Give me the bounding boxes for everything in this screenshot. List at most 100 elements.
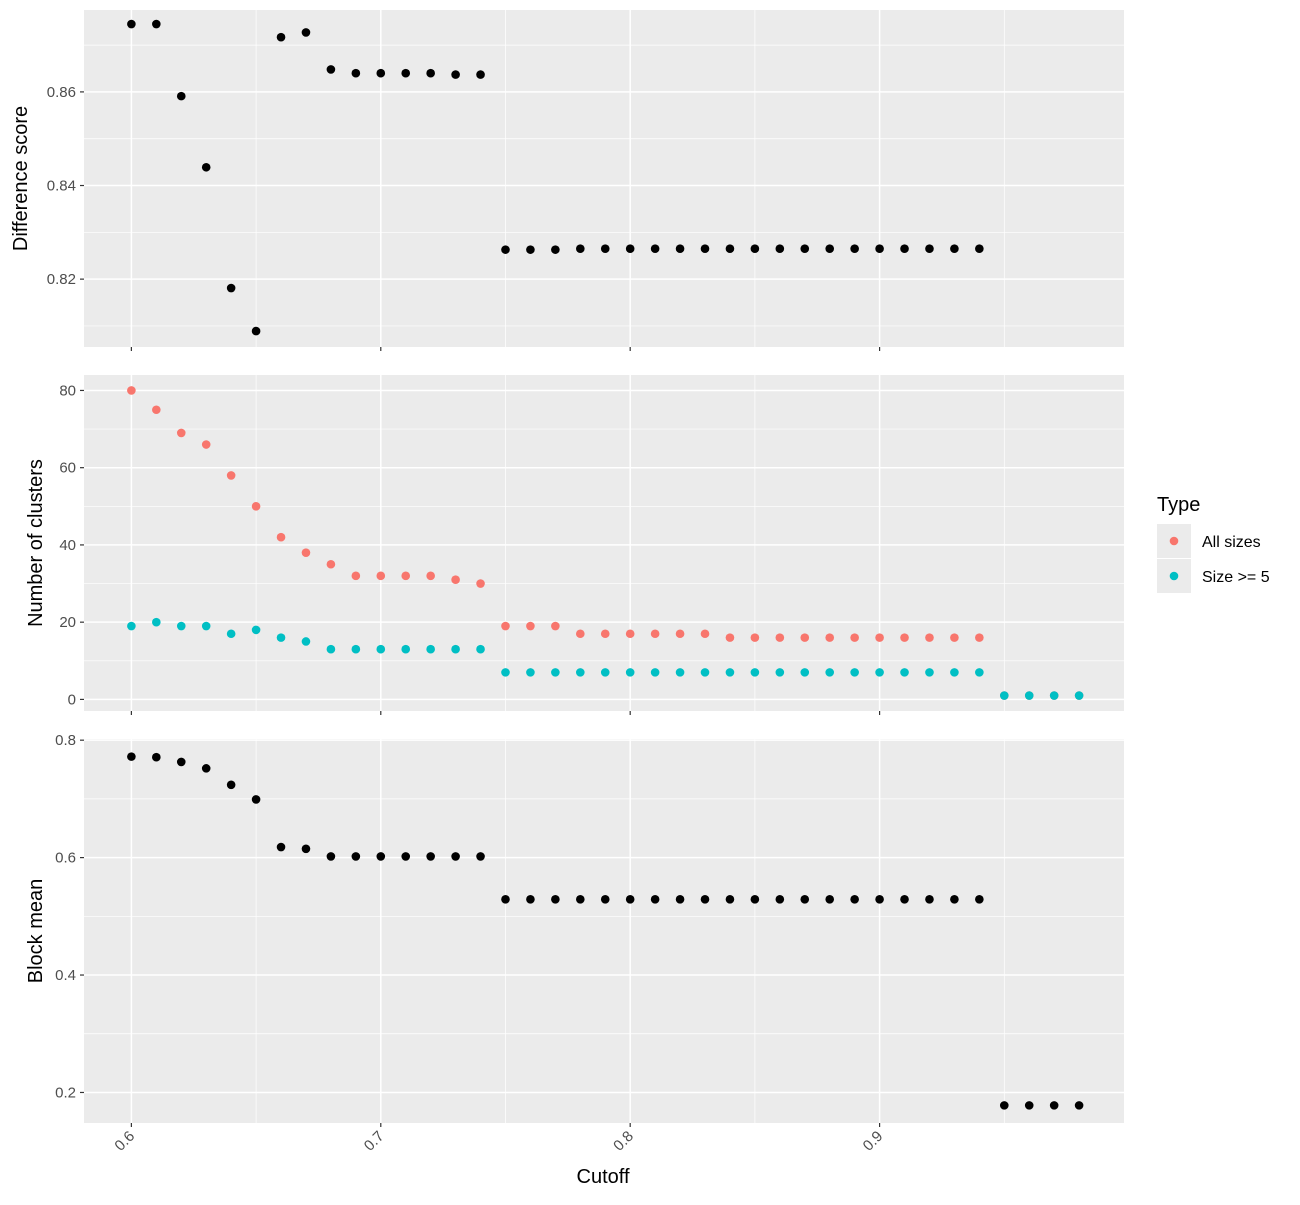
panel-number-of-clusters: 0 20 40 60 80 Number of clusters [25, 375, 1124, 715]
data-point [975, 668, 984, 677]
data-point [650, 244, 660, 254]
data-point [401, 644, 411, 654]
data-point [301, 844, 311, 854]
data-point [526, 894, 535, 904]
data-point [775, 894, 785, 904]
data-point [725, 668, 735, 677]
data-point [850, 633, 859, 642]
data-point [750, 633, 760, 642]
legend-label-size-ge-5: Size >= 5 [1202, 569, 1270, 586]
data-point [700, 244, 710, 254]
legend-key-all-sizes [1169, 536, 1179, 546]
data-point [326, 644, 336, 654]
data-point [999, 1101, 1009, 1110]
data-point [725, 894, 735, 904]
x-axis-title: Cutoff [577, 1166, 630, 1188]
data-point [975, 244, 984, 254]
data-point [426, 68, 435, 78]
data-point [152, 405, 161, 415]
data-point [376, 644, 386, 654]
data-point [326, 65, 336, 74]
data-point [650, 894, 660, 904]
data-point [950, 668, 959, 677]
data-point [226, 471, 236, 480]
data-point [476, 70, 485, 79]
data-point [725, 633, 735, 642]
data-point [675, 894, 685, 904]
data-point [376, 68, 386, 78]
data-point [800, 668, 810, 677]
legend-label-all-sizes: All sizes [1202, 534, 1261, 551]
data-point [127, 752, 136, 761]
data-point [501, 621, 510, 631]
data-point [476, 579, 485, 588]
data-point [276, 842, 286, 852]
y-axis-title-number-of-clusters: Number of clusters [25, 459, 47, 627]
data-point [675, 244, 685, 254]
data-point [925, 894, 934, 904]
data-point [675, 668, 685, 677]
data-point [576, 244, 585, 254]
data-point [152, 19, 161, 29]
data-point [900, 244, 909, 254]
data-point [426, 644, 435, 654]
data-point [999, 691, 1009, 700]
data-point [426, 852, 435, 861]
data-point [750, 668, 760, 677]
data-point [600, 894, 610, 904]
data-point [152, 752, 161, 762]
legend-key-size-ge-5 [1169, 571, 1179, 581]
data-point [875, 668, 884, 677]
y-tick-label: 0.6 [55, 850, 76, 867]
data-point [351, 852, 361, 861]
data-point [950, 894, 959, 904]
data-point [127, 621, 136, 631]
data-point [276, 32, 286, 42]
data-point [301, 28, 311, 37]
data-point [501, 245, 510, 254]
data-point [476, 852, 485, 861]
data-point [351, 68, 361, 78]
data-point [127, 19, 136, 29]
data-point [825, 244, 835, 254]
y-tick-label: 0.4 [55, 967, 76, 984]
y-tick-label: 0.2 [55, 1084, 76, 1101]
y-tick-label: 40 [59, 537, 76, 554]
data-point [1024, 1101, 1034, 1110]
data-point [276, 532, 286, 542]
data-point [975, 633, 984, 642]
series-all-sizes [127, 386, 1084, 700]
data-point [900, 633, 909, 642]
data-point [526, 621, 535, 631]
x-axis: 0.6 0.7 0.8 0.9 [111, 1128, 886, 1155]
data-point [875, 894, 884, 904]
data-point [226, 283, 236, 293]
x-tick-label: 0.9 [860, 1128, 887, 1155]
data-point [950, 633, 959, 642]
data-point [850, 244, 859, 254]
data-point [625, 244, 635, 254]
data-point [501, 668, 510, 677]
data-point [152, 617, 161, 627]
data-point [675, 629, 685, 639]
data-point [925, 244, 934, 254]
data-point [176, 428, 186, 438]
data-point [576, 629, 585, 639]
data-point [925, 668, 934, 677]
y-tick-label: 0.84 [47, 178, 76, 195]
data-point [750, 244, 760, 254]
data-point [351, 571, 361, 581]
data-point [376, 571, 386, 581]
data-point [351, 644, 361, 654]
data-point [226, 780, 236, 790]
x-tick-label: 0.8 [610, 1128, 637, 1155]
data-point [251, 502, 261, 511]
data-point [775, 633, 785, 642]
data-point [401, 571, 411, 581]
data-point [526, 668, 535, 677]
data-point [451, 575, 460, 584]
x-tick-label: 0.7 [361, 1128, 388, 1155]
series-series-0 [127, 19, 984, 336]
